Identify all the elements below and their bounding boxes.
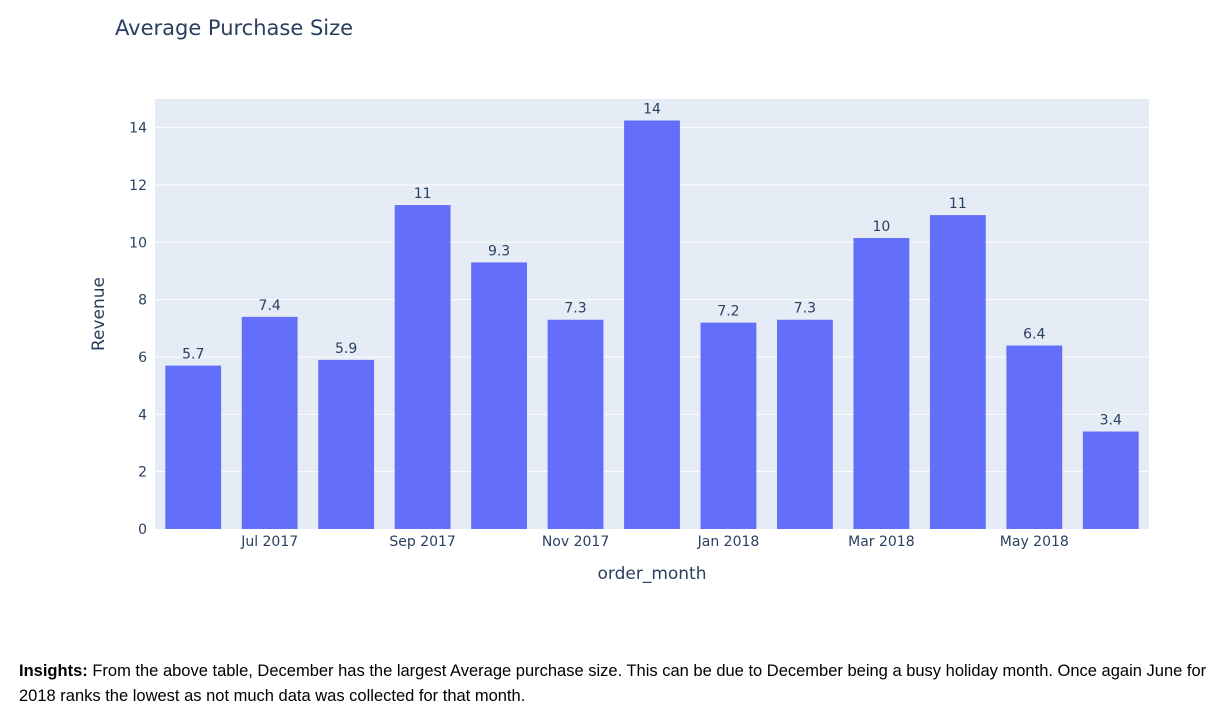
data-label-2017-09: 11: [414, 186, 432, 202]
insights-label: Insights:: [19, 662, 88, 680]
x-tick-label: May 2018: [1000, 534, 1069, 550]
data-label-2017-11: 7.3: [564, 301, 586, 317]
y-tick-label: 12: [129, 178, 147, 194]
data-label-2017-12: 14: [643, 102, 661, 118]
y-tick-label: 2: [138, 465, 147, 481]
data-label-2018-04: 11: [949, 196, 967, 212]
data-label-2017-08: 5.9: [335, 341, 357, 357]
data-label-2018-03: 10: [872, 219, 890, 235]
x-tick-label: Jan 2018: [697, 534, 760, 550]
bar-2017-09: [394, 205, 451, 530]
bar-2017-12: [624, 120, 680, 529]
data-label-2018-06: 3.4: [1100, 413, 1122, 429]
y-axis-ticks: 0 2 4 6 8 10 12 14: [129, 121, 147, 538]
insights-paragraph: Insights: From the above table, December…: [19, 659, 1219, 709]
bars: [165, 120, 1139, 530]
average-purchase-size-chart: Average Purchase Size 5.7 7.4 5.9 11 9.3 7.3 1…: [89, 16, 1149, 584]
data-label-2018-05: 6.4: [1023, 327, 1045, 343]
bar-2018-01: [700, 322, 757, 529]
data-label-2017-06: 5.7: [182, 347, 204, 363]
x-axis-title: order_month: [597, 564, 706, 584]
bar-2018-04: [929, 215, 986, 529]
y-tick-label: 14: [129, 121, 147, 137]
y-tick-label: 0: [138, 522, 147, 538]
y-axis-title: Revenue: [89, 277, 109, 351]
x-tick-label: Nov 2017: [542, 534, 609, 550]
chart-title: Average Purchase Size: [115, 16, 353, 40]
y-tick-label: 10: [129, 235, 147, 251]
bar-2018-06: [1082, 431, 1139, 529]
bar-2017-10: [471, 262, 527, 529]
y-tick-label: 6: [138, 350, 147, 366]
insights-text: From the above table, December has the l…: [19, 662, 1207, 705]
y-tick-label: 4: [138, 407, 147, 423]
x-tick-label: Mar 2018: [848, 534, 915, 550]
bar-2018-05: [1006, 345, 1063, 529]
bar-2018-02: [777, 319, 833, 529]
bar-2017-06: [165, 365, 222, 529]
chart-svg: Average Purchase Size 5.7 7.4 5.9 11 9.3 7.3 1…: [89, 16, 1149, 584]
y-tick-label: 8: [138, 293, 147, 309]
data-label-2017-07: 7.4: [259, 298, 281, 314]
data-label-2017-10: 9.3: [488, 243, 510, 259]
data-label-2018-02: 7.3: [794, 301, 816, 317]
bar-2017-07: [241, 316, 298, 529]
x-tick-label: Sep 2017: [389, 534, 455, 550]
bar-2017-11: [547, 319, 604, 529]
x-axis-ticks: Jul 2017 Sep 2017 Nov 2017 Jan 2018 Mar 2018…: [240, 534, 1069, 550]
bar-2018-03: [853, 238, 910, 530]
data-labels: 5.7 7.4 5.9 11 9.3 7.3 14 7.2 7.3 10 11 6.4 3.4: [182, 102, 1122, 429]
bar-2017-08: [318, 359, 375, 529]
x-tick-label: Jul 2017: [240, 534, 298, 550]
data-label-2018-01: 7.2: [717, 304, 739, 320]
